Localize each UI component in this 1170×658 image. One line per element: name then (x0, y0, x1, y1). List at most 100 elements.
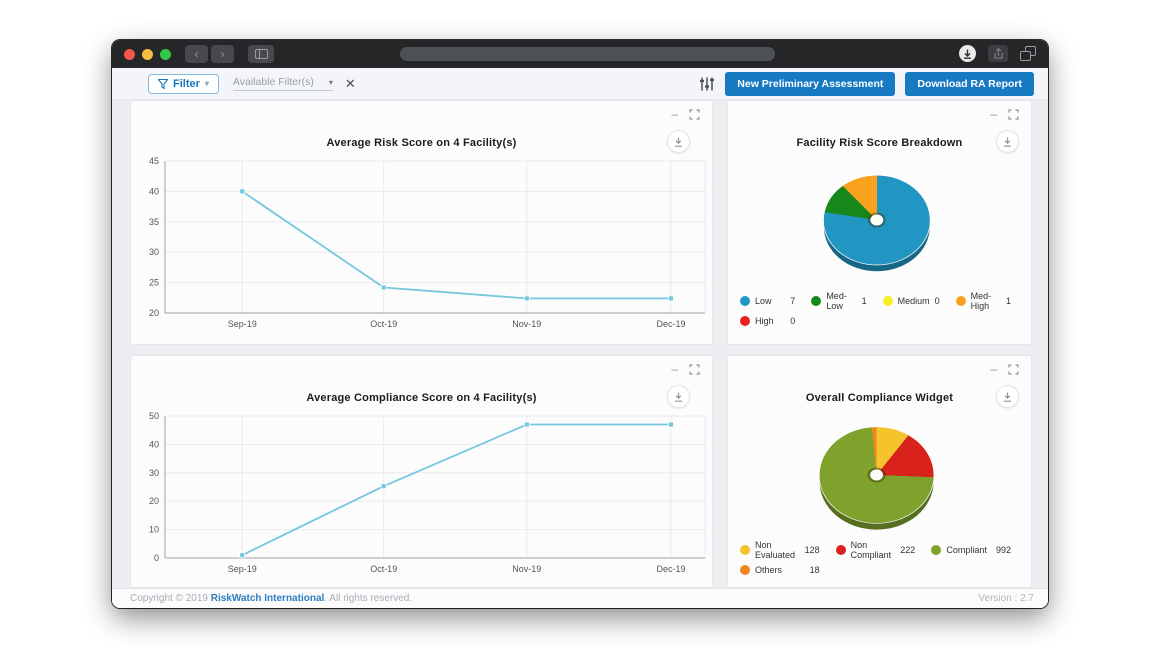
svg-text:Sep-19: Sep-19 (228, 564, 257, 574)
svg-text:35: 35 (149, 217, 159, 227)
compliance-line-chart: 0 10 20 30 40 50 Sep-19 Oct-19 Nov-19 Dec-19 (149, 411, 706, 574)
legend-value: 7 (790, 296, 796, 306)
clear-filter-icon[interactable]: ✕ (344, 75, 356, 91)
legend-item[interactable]: Medium 0 (882, 291, 956, 311)
legend-item[interactable]: Med-High 1 (955, 291, 1027, 311)
svg-text:20: 20 (149, 496, 159, 506)
legend-value: 0 (790, 316, 796, 326)
collapse-panel-icon[interactable]: – (990, 362, 997, 376)
available-filters-placeholder: Available Filter(s) (232, 76, 314, 88)
download-chart-icon[interactable] (996, 385, 1019, 408)
chart-title: Average Risk Score on 4 Facility(s) (326, 137, 517, 149)
share-icon[interactable] (988, 45, 1008, 62)
address-bar[interactable] (400, 47, 775, 61)
svg-text:0: 0 (154, 553, 159, 563)
svg-text:Dec-19: Dec-19 (656, 564, 685, 574)
legend-value: 992 (995, 545, 1011, 555)
svg-text:20: 20 (149, 308, 159, 318)
zoom-window-button[interactable] (160, 48, 171, 60)
sidebar-glyph (254, 49, 268, 59)
risk-score-line-chart: 20 25 30 35 40 45 Sep-19 Oct-19 Nov-19 Dec-19 (149, 156, 706, 329)
dashboard-grid: – Average Risk Score on 4 Facility(s) 20… (112, 100, 1048, 588)
legend-value: 1 (861, 296, 867, 306)
legend-color-dot (740, 316, 750, 326)
expand-panel-icon[interactable] (1008, 108, 1019, 120)
back-icon[interactable]: ‹ (185, 45, 208, 63)
riskwatch-link[interactable]: RiskWatch International (210, 593, 325, 604)
svg-text:45: 45 (149, 156, 159, 166)
downloads-icon[interactable] (959, 45, 976, 62)
legend-label: Low (755, 296, 772, 306)
chart-title: Facility Risk Score Breakdown (796, 137, 963, 149)
forward-icon[interactable]: › (211, 45, 234, 63)
risk-pie-legend: Low 7 Med-Low 1 Medium 0 Med-High 1 High 0 (740, 291, 1027, 326)
svg-text:10: 10 (149, 525, 159, 535)
chart-title: Average Compliance Score on 4 Facility(s… (306, 392, 537, 404)
legend-label: Non Compliant (850, 540, 892, 560)
minimize-window-button[interactable] (142, 48, 153, 60)
legend-color-dot (740, 296, 750, 306)
legend-item[interactable]: Compliant 992 (931, 540, 1027, 560)
copyright-text: Copyright © 2019 RiskWatch International… (130, 593, 413, 604)
legend-color-dot (931, 545, 942, 555)
collapse-panel-icon[interactable]: – (671, 362, 678, 376)
legend-color-dot (811, 296, 822, 306)
panel-overall-compliance: – Overall Compliance Widget Non Evaluate… (727, 355, 1032, 588)
version-label: Version : 2.7 (978, 593, 1034, 604)
svg-text:50: 50 (149, 411, 159, 421)
legend-label: Compliant (946, 545, 987, 555)
svg-text:Oct-19: Oct-19 (370, 564, 397, 574)
filter-button[interactable]: Filter ▾ (148, 73, 219, 94)
compliance-pie-legend: Non Evaluated 128 Non Compliant 222 Complian… (740, 540, 1027, 575)
legend-item[interactable]: High 0 (740, 316, 811, 326)
legend-label: Medium (897, 296, 930, 306)
legend-color-dot (835, 545, 846, 555)
legend-value: 1 (1005, 296, 1011, 306)
browser-window: ‹ › Filter ▾ Available Filter(s) (112, 40, 1048, 608)
filter-funnel-icon (158, 78, 168, 89)
available-filters-select[interactable]: Available Filter(s) ▾ (232, 76, 333, 91)
legend-value: 222 (900, 545, 916, 555)
compliance-pie-chart (819, 427, 934, 530)
close-window-button[interactable] (124, 48, 135, 60)
svg-text:Nov-19: Nov-19 (512, 564, 541, 574)
legend-color-dot (882, 296, 893, 306)
svg-text:Oct-19: Oct-19 (370, 319, 397, 329)
legend-item[interactable]: Non Compliant 222 (835, 540, 932, 560)
expand-panel-icon[interactable] (1008, 363, 1019, 375)
panel-average-compliance-score: – Average Compliance Score on 4 Facility… (130, 355, 713, 588)
browser-titlebar: ‹ › (112, 40, 1048, 68)
legend-item[interactable]: Med-Low 1 (811, 291, 882, 311)
svg-text:30: 30 (149, 468, 159, 478)
svg-text:40: 40 (149, 186, 159, 196)
panel-facility-risk-breakdown: – Facility Risk Score Breakdown Low 7 Med-… (727, 100, 1032, 345)
sidebar-toggle-icon[interactable] (248, 45, 274, 63)
download-chart-icon[interactable] (996, 130, 1019, 153)
chevron-down-icon: ▾ (328, 77, 333, 87)
filter-toolbar: Filter ▾ Available Filter(s) ▾ ✕ New Pre… (112, 68, 1048, 100)
legend-label: Med-Low (826, 291, 847, 311)
download-chart-icon[interactable] (667, 130, 690, 153)
expand-panel-icon[interactable] (689, 108, 700, 120)
chart-title: Overall Compliance Widget (805, 392, 954, 404)
download-chart-icon[interactable] (667, 385, 690, 408)
settings-sliders-icon[interactable] (699, 76, 715, 92)
legend-item[interactable]: Non Evaluated 128 (740, 540, 836, 560)
legend-color-dot (955, 296, 966, 306)
tab-overview-icon[interactable] (1020, 46, 1036, 61)
svg-text:25: 25 (149, 278, 159, 288)
new-preliminary-assessment-button[interactable]: New Preliminary Assessment (725, 71, 896, 96)
window-controls (124, 48, 171, 60)
legend-item[interactable]: Others 18 (740, 565, 836, 575)
legend-item[interactable]: Low 7 (740, 291, 811, 311)
legend-value: 128 (804, 545, 820, 555)
svg-text:Nov-19: Nov-19 (512, 319, 541, 329)
expand-panel-icon[interactable] (689, 363, 700, 375)
collapse-panel-icon[interactable]: – (990, 107, 997, 121)
legend-label: Non Evaluated (755, 540, 796, 560)
download-ra-report-button[interactable]: Download RA Report (905, 71, 1034, 96)
risk-pie-chart (823, 175, 930, 272)
legend-label: High (755, 316, 774, 326)
svg-text:30: 30 (149, 247, 159, 257)
collapse-panel-icon[interactable]: – (671, 107, 678, 121)
